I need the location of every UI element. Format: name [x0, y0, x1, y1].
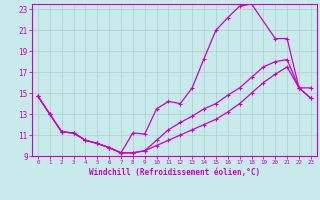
X-axis label: Windchill (Refroidissement éolien,°C): Windchill (Refroidissement éolien,°C) — [89, 168, 260, 177]
